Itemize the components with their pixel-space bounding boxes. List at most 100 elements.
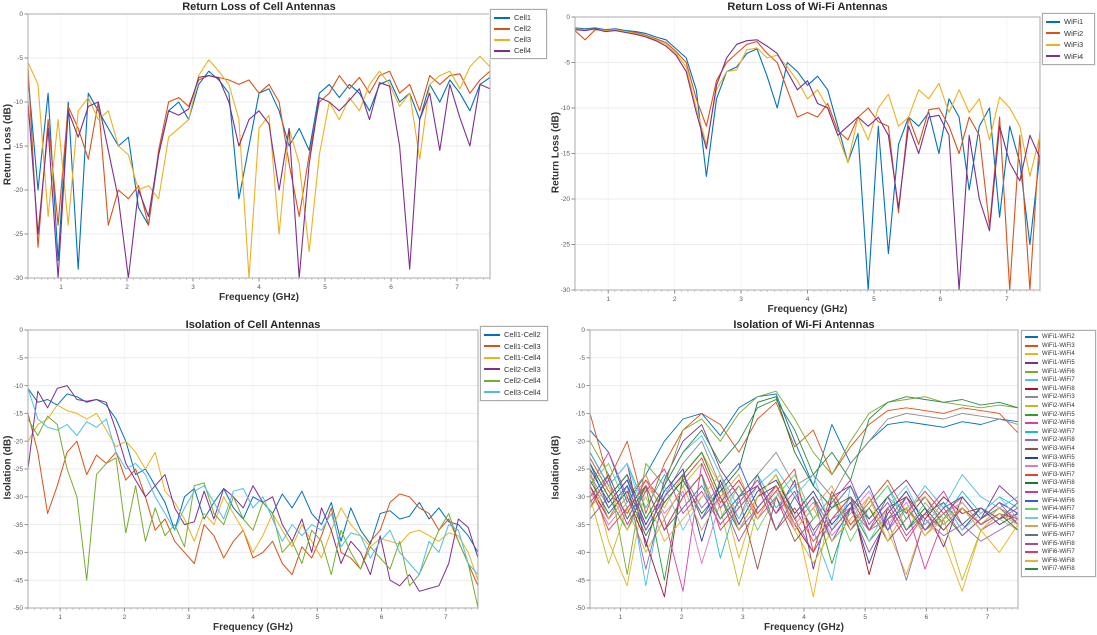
series-lines	[575, 27, 1040, 290]
axis-ticks: 1 2 3 4 5 6 7 0 -5 -10 -15 -20 -25 -30	[14, 11, 491, 291]
y-tick-label: -15	[14, 411, 24, 418]
x-tick-label: 3	[191, 284, 195, 291]
legend-label: WiFi2-WiFi6	[1042, 420, 1075, 427]
legend-item: Cell1-Cell2	[484, 329, 543, 341]
chart-return-loss-wifi: Return Loss of Wi-Fi Antennas Return Los…	[548, 0, 1097, 318]
series-line-Cell4	[28, 75, 490, 278]
y-tick-label: -5	[579, 355, 585, 362]
legend-line-swatch	[1025, 353, 1038, 356]
legend: Cell1-Cell2 Cell1-Cell3 Cell1-Cell4 Cell2-C…	[480, 326, 548, 401]
series-lines	[28, 55, 490, 278]
legend-label: Cell2-Cell4	[504, 376, 541, 385]
y-tick-label: -20	[14, 438, 24, 445]
y-tick-label: -50	[14, 605, 24, 612]
legend-item: WiFi2-WiFi7	[1025, 428, 1091, 437]
legend-label: WiFi4	[1064, 51, 1084, 61]
x-axis-label: Frequency (GHz)	[218, 292, 299, 303]
legend-item: Cell2	[494, 23, 542, 34]
series-line-WiFi1-WiFi3	[590, 401, 1018, 514]
y-tick-label: -15	[576, 411, 586, 418]
legend-label: WiFi1-WiFi2	[1042, 334, 1075, 341]
y-tick-label: -25	[14, 231, 24, 238]
x-tick-label: 5	[863, 614, 867, 621]
series-line-WiFi3	[575, 28, 1040, 177]
legend-item: WiFi5-WiFi7	[1025, 531, 1091, 540]
y-tick-label: -10	[576, 383, 586, 390]
legend-item: Cell3	[494, 34, 542, 45]
legend-line-swatch	[1046, 32, 1060, 35]
legend: WiFi1-WiFi2 WiFi1-WiFi3 WiFi1-WiFi4 WiFi1-W…	[1021, 330, 1096, 577]
legend-label: WiFi4-WiFi6	[1042, 497, 1075, 504]
legend-item: WiFi4-WiFi6	[1025, 496, 1091, 505]
x-tick-label: 7	[455, 284, 459, 291]
legend: Cell1 Cell2 Cell3 Cell4	[490, 9, 547, 59]
x-tick-label: 7	[986, 614, 990, 621]
x-tick-label: 1	[59, 284, 63, 291]
legend-label: Cell2	[514, 23, 532, 33]
x-tick-label: 6	[924, 614, 928, 621]
x-tick-label: 6	[939, 296, 943, 303]
legend-label: WiFi3-WiFi4	[1042, 446, 1075, 453]
legend-label: WiFi4-WiFi5	[1042, 488, 1075, 495]
legend-item: WiFi2	[1046, 28, 1090, 40]
x-tick-label: 6	[389, 284, 393, 291]
legend-label: WiFi5-WiFi7	[1042, 531, 1075, 538]
y-tick-label: -10	[561, 105, 571, 112]
series-line-WiFi4	[575, 28, 1040, 290]
legend-line-swatch	[1025, 379, 1038, 382]
x-tick-label: 4	[806, 296, 810, 303]
legend-item: WiFi2-WiFi4	[1025, 402, 1091, 411]
legend-item: WiFi5-WiFi6	[1025, 522, 1091, 531]
series-line-WiFi1-WiFi2	[590, 393, 1018, 503]
legend-label: WiFi3-WiFi5	[1042, 454, 1075, 461]
y-tick-label: 0	[566, 14, 570, 21]
y-tick-label: -15	[561, 151, 571, 158]
legend-line-swatch	[484, 356, 500, 359]
series-line-Cell2	[28, 66, 490, 248]
x-tick-label: 1	[58, 614, 62, 621]
legend-label: Cell4	[514, 45, 532, 55]
legend-line-swatch	[1046, 43, 1060, 46]
legend-line-swatch	[484, 391, 500, 394]
legend-item: WiFi1-WiFi6	[1025, 367, 1091, 376]
legend-label: WiFi2-WiFi4	[1042, 403, 1075, 410]
legend-line-swatch	[1025, 499, 1038, 502]
x-tick-label: 4	[802, 614, 806, 621]
plot-area: 1 2 3 4 5 6 7 0 -5 -10 -15 -20 -25 -30	[14, 11, 491, 291]
legend-item: WiFi1-WiFi7	[1025, 376, 1091, 385]
legend-item: Cell1-Cell4	[484, 352, 543, 364]
legend-line-swatch	[1025, 465, 1038, 468]
y-tick-label: -35	[576, 522, 586, 529]
legend-item: WiFi6-WiFi8	[1025, 556, 1091, 565]
legend-line-swatch	[1025, 387, 1038, 390]
x-tick-label: 4	[257, 284, 261, 291]
axis-ticks: 1 2 3 4 5 6 7 0 -5 -10 -15 -20 -25 -30	[561, 14, 1041, 303]
y-tick-label: -45	[576, 577, 586, 584]
legend-label: WiFi6-WiFi7	[1042, 549, 1075, 556]
series-line-WiFi2-WiFi4	[590, 462, 1018, 587]
legend-item: WiFi3-WiFi5	[1025, 453, 1091, 462]
legend-label: WiFi1-WiFi8	[1042, 385, 1075, 392]
legend-line-swatch	[484, 345, 500, 348]
series-line-WiFi6-WiFi8	[590, 474, 1018, 542]
y-tick-label: -30	[14, 275, 24, 282]
legend-item: WiFi6-WiFi7	[1025, 548, 1091, 557]
legend-item: WiFi2-WiFi3	[1025, 393, 1091, 402]
y-tick-label: 0	[19, 11, 23, 18]
legend-label: WiFi4-WiFi7	[1042, 506, 1075, 513]
legend-label: Cell1-Cell4	[504, 353, 541, 362]
legend-line-swatch	[1046, 55, 1060, 58]
legend-line-swatch	[1025, 396, 1038, 399]
legend-label: Cell2-Cell3	[504, 364, 541, 374]
legend-label: WiFi2-WiFi7	[1042, 428, 1075, 435]
legend-label: WiFi2-WiFi5	[1042, 411, 1075, 418]
series-line-WiFi6-WiFi7	[590, 474, 1018, 542]
legend: WiFi1 WiFi2 WiFi3 WiFi4	[1042, 13, 1095, 65]
legend-line-swatch	[1025, 439, 1038, 442]
axis-ticks: 1 2 3 4 5 6 7 0 -5 -10 -15 -20 -25 -30 -35 -40 -45 -50	[576, 327, 1019, 621]
legend-label: Cell1	[514, 12, 532, 22]
chart-isolation-cell: Isolation of Cell Antennas Isolation (dB…	[0, 318, 548, 635]
legend-label: WiFi7-WiFi8	[1042, 566, 1075, 573]
legend-line-swatch	[494, 27, 510, 30]
